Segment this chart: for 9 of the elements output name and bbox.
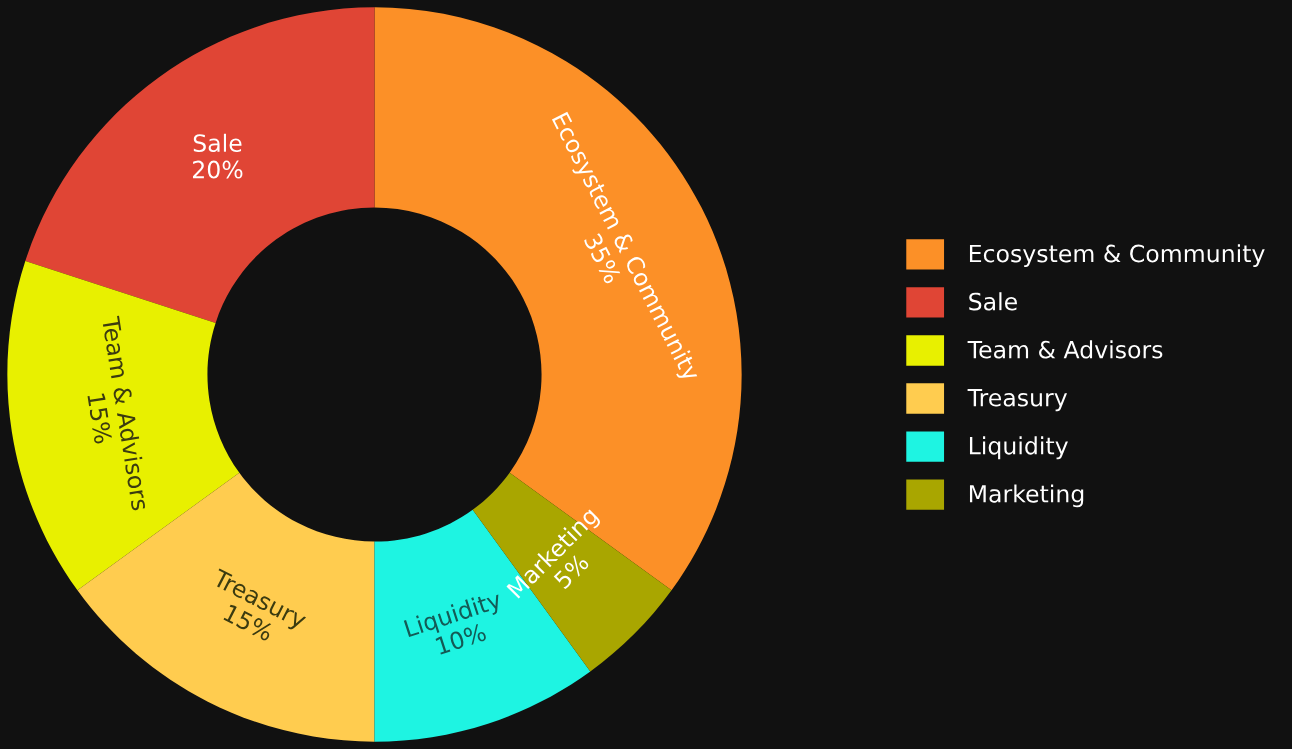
legend-label: Marketing — [969, 484, 1084, 508]
data-label: 20% — [192, 160, 243, 179]
legend-label: Ecosystem & Community — [969, 244, 1265, 268]
data-label: 15% — [87, 393, 113, 445]
legend-label: Team & Advisors — [967, 340, 1163, 359]
legend-label: Liquidity — [969, 436, 1068, 460]
slice-label: Sale — [193, 133, 242, 153]
legend-label: Treasury — [967, 389, 1068, 412]
legend-label: Sale — [969, 292, 1017, 311]
